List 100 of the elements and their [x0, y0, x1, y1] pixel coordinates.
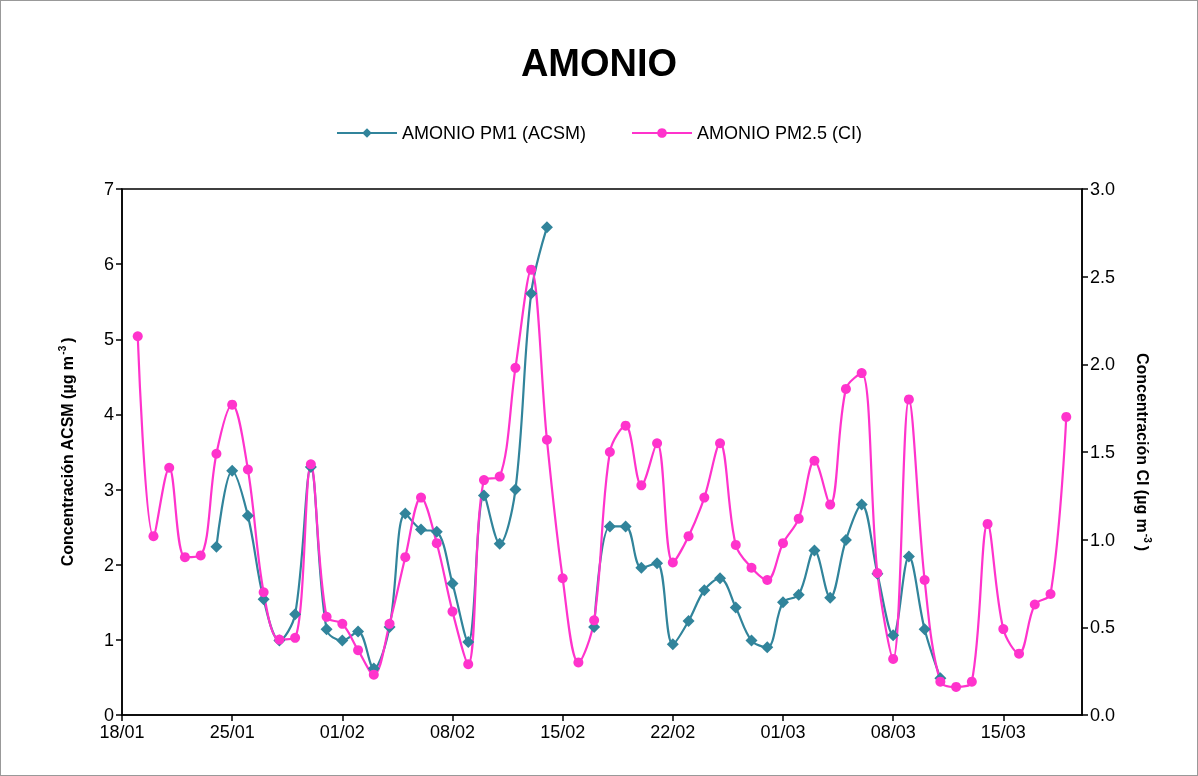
point — [430, 525, 443, 538]
point — [525, 287, 538, 300]
point — [540, 221, 553, 234]
y-axis-title: Concentración ACSM (µg m-3) — [56, 337, 76, 567]
legend-label: AMONIO PM1 (ACSM) — [401, 123, 586, 143]
point — [714, 572, 727, 585]
point — [966, 676, 977, 687]
point — [399, 507, 412, 520]
point — [195, 550, 206, 561]
y-tick-label: 3 — [103, 479, 114, 500]
y-tick-label: 5 — [103, 329, 114, 350]
y2-tick-label: 1.0 — [1090, 529, 1116, 550]
point — [651, 557, 664, 570]
y2-tick-label: 0.5 — [1090, 617, 1116, 638]
point — [699, 492, 710, 503]
point — [353, 645, 364, 656]
point — [1014, 648, 1025, 659]
point — [918, 623, 931, 636]
x-tick-label: 18/01 — [99, 722, 145, 742]
point — [431, 538, 442, 549]
point — [242, 464, 253, 475]
point — [855, 498, 868, 511]
y2-tick-label: 2.5 — [1090, 266, 1116, 287]
point — [493, 537, 506, 550]
point — [746, 562, 757, 573]
point — [793, 513, 804, 524]
point — [462, 636, 475, 649]
x-tick-label: 25/01 — [209, 722, 255, 742]
point — [337, 618, 348, 629]
point — [636, 480, 647, 491]
y2-tick-label: 0.0 — [1090, 705, 1116, 725]
point — [667, 557, 678, 568]
x-tick-label: 01/02 — [319, 722, 365, 742]
point — [856, 368, 867, 379]
point — [320, 623, 333, 636]
point — [762, 575, 773, 585]
point — [368, 669, 379, 680]
point — [825, 499, 836, 510]
point — [888, 653, 899, 664]
point — [683, 531, 694, 542]
point — [919, 575, 930, 585]
point — [336, 634, 349, 647]
point — [982, 518, 993, 529]
point — [729, 601, 742, 614]
point — [603, 520, 616, 533]
y-tick-label: 0 — [103, 705, 114, 725]
point — [494, 471, 505, 482]
x-tick-label: 08/03 — [870, 722, 916, 742]
x-tick-label: 08/02 — [429, 722, 476, 742]
point — [715, 438, 726, 449]
point — [179, 552, 190, 563]
point — [210, 540, 223, 553]
point — [132, 331, 143, 342]
point — [321, 611, 332, 622]
point — [903, 394, 914, 405]
point — [211, 448, 222, 459]
legend-label: AMONIO PM2.5 (CI) — [697, 123, 863, 143]
point — [604, 447, 615, 457]
point — [935, 676, 946, 687]
point — [384, 618, 395, 629]
y-tick-label: 2 — [103, 554, 114, 575]
y2-axis-title: Concentración CI (µg m-3) — [1133, 352, 1153, 552]
point — [289, 608, 302, 621]
point — [998, 624, 1009, 635]
point — [761, 641, 774, 654]
y2-tick-label: 3.0 — [1090, 179, 1116, 199]
point — [839, 533, 852, 546]
point — [666, 638, 679, 651]
point — [887, 629, 900, 642]
y-tick-label: 7 — [103, 179, 114, 199]
point — [241, 509, 254, 522]
point — [682, 615, 695, 628]
point — [509, 483, 522, 496]
x-tick-label: 15/02 — [540, 722, 586, 742]
point — [730, 539, 741, 550]
y2-tick-label: 2.0 — [1090, 354, 1116, 375]
point — [526, 264, 537, 275]
point — [745, 634, 758, 647]
point — [698, 584, 711, 597]
y-tick-label: 1 — [103, 629, 114, 650]
point — [510, 362, 521, 373]
point — [447, 606, 458, 617]
point — [902, 550, 915, 563]
y-tick-label: 6 — [103, 254, 114, 275]
point — [226, 464, 239, 477]
point — [446, 577, 459, 590]
point — [290, 632, 301, 643]
point — [619, 520, 632, 533]
x-tick-label: 22/02 — [650, 722, 696, 742]
point — [477, 489, 490, 502]
point — [164, 462, 175, 473]
point — [573, 657, 584, 668]
point — [589, 615, 600, 626]
point — [808, 544, 821, 557]
x-tick-label: 15/03 — [980, 722, 1026, 742]
point — [792, 588, 805, 601]
y-tick-label: 4 — [103, 404, 114, 425]
point — [415, 523, 428, 536]
point — [305, 459, 316, 470]
point — [1061, 411, 1072, 422]
